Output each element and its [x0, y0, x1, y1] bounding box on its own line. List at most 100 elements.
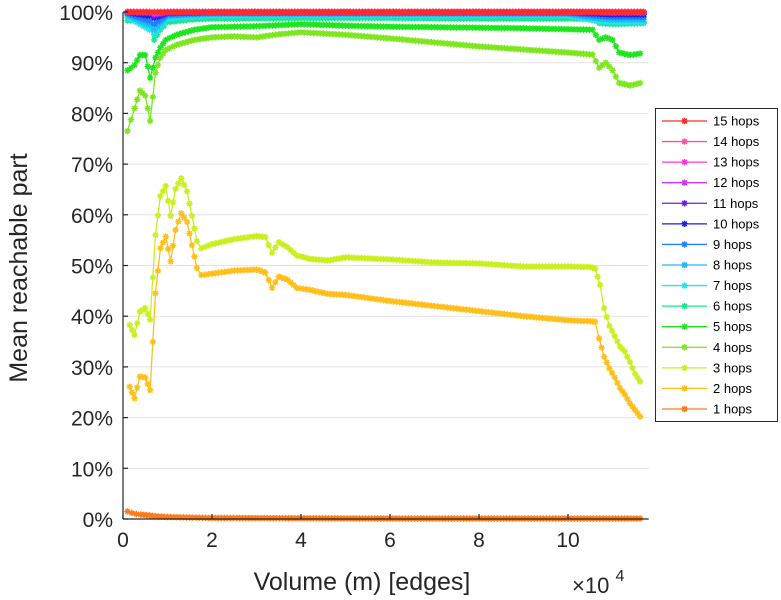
- data-point: [265, 241, 272, 249]
- legend-marker: [681, 220, 688, 227]
- data-point: [608, 327, 616, 335]
- data-point: [126, 321, 133, 328]
- data-point: [596, 281, 604, 288]
- data-point: [616, 385, 624, 392]
- series-line: [126, 31, 641, 132]
- legend-item: 12 hops: [662, 175, 760, 190]
- data-point: [162, 36, 169, 44]
- data-point: [146, 117, 154, 125]
- legend-item: 14 hops: [662, 134, 760, 149]
- legend-label: 3 hops: [713, 360, 753, 375]
- data-point: [619, 388, 626, 395]
- data-point: [287, 279, 294, 286]
- legend-item: 8 hops: [662, 257, 753, 272]
- data-point: [175, 218, 182, 225]
- data-point: [181, 181, 188, 189]
- data-point: [632, 370, 639, 378]
- data-point: [634, 374, 641, 381]
- data-point: [134, 320, 141, 327]
- data-point: [152, 290, 159, 297]
- legend-item: 10 hops: [662, 216, 760, 231]
- data-point: [183, 218, 191, 226]
- data-point: [616, 343, 624, 350]
- legend-label: 10 hops: [713, 216, 760, 231]
- data-point: [131, 105, 138, 112]
- data-point: [146, 316, 154, 323]
- data-point: [179, 29, 186, 37]
- legend-marker: [681, 241, 688, 248]
- data-point: [278, 274, 285, 281]
- series-2-hops: [126, 210, 644, 420]
- data-point: [127, 116, 135, 123]
- legend-label: 15 hops: [713, 114, 760, 129]
- legend-item: 4 hops: [662, 340, 753, 355]
- data-point: [144, 63, 151, 70]
- data-point: [281, 242, 288, 249]
- data-point: [626, 358, 634, 365]
- data-point: [185, 28, 192, 35]
- data-point: [595, 335, 603, 342]
- data-point: [166, 35, 173, 42]
- legend-marker: [681, 323, 688, 330]
- data-point: [621, 391, 629, 398]
- data-point: [140, 19, 147, 26]
- data-point: [131, 331, 138, 339]
- data-point: [215, 239, 222, 246]
- data-point: [619, 346, 626, 353]
- data-point: [300, 253, 307, 261]
- data-point: [592, 31, 599, 38]
- data-point: [144, 380, 151, 388]
- data-point: [162, 46, 169, 54]
- legend-item: 11 hops: [662, 196, 759, 211]
- legend-item: 13 hops: [662, 155, 760, 170]
- data-point: [175, 180, 182, 187]
- series-3-hops: [126, 175, 644, 385]
- data-point: [160, 22, 168, 30]
- series-15-hops: [124, 8, 647, 16]
- y-tick-label: 90%: [71, 53, 113, 76]
- series-5-hops: [124, 21, 644, 82]
- data-point: [603, 359, 610, 366]
- data-point: [284, 244, 291, 251]
- legend-marker: [681, 405, 688, 413]
- x-tick-label: 6: [384, 529, 396, 552]
- data-point: [154, 8, 161, 16]
- data-point: [182, 39, 189, 46]
- data-point: [275, 273, 282, 280]
- data-point: [169, 43, 176, 50]
- data-point: [595, 36, 603, 44]
- data-point: [157, 44, 164, 51]
- data-point: [603, 313, 610, 321]
- data-point: [162, 182, 169, 190]
- data-point: [636, 50, 644, 57]
- data-point: [157, 54, 164, 61]
- data-point: [131, 62, 138, 69]
- data-point: [592, 58, 599, 65]
- data-point: [131, 395, 138, 402]
- data-point: [179, 40, 186, 47]
- x-tick-label: 0: [117, 529, 129, 552]
- data-point: [162, 233, 169, 240]
- data-point: [142, 51, 149, 59]
- data-point: [191, 225, 198, 232]
- data-point: [629, 403, 636, 410]
- legend-label: 5 hops: [713, 319, 753, 334]
- data-point: [176, 30, 183, 38]
- data-point: [281, 275, 288, 282]
- legend-item: 7 hops: [662, 278, 753, 293]
- data-point: [193, 238, 201, 245]
- x-multiplier-base: ×10: [572, 573, 609, 598]
- legend-item: 1 hops: [662, 401, 753, 416]
- legend-label: 11 hops: [713, 196, 759, 211]
- y-tick-label: 0%: [83, 509, 113, 532]
- data-point: [191, 253, 198, 260]
- data-point: [154, 49, 162, 56]
- data-point: [284, 276, 291, 283]
- data-point: [124, 508, 131, 515]
- data-point: [624, 395, 631, 403]
- data-point: [606, 35, 613, 42]
- data-point: [154, 62, 162, 69]
- legend: 15 hops 14 hops 13 hops 12 hops 11 hops 10 ho…: [655, 108, 778, 422]
- data-point: [151, 8, 158, 16]
